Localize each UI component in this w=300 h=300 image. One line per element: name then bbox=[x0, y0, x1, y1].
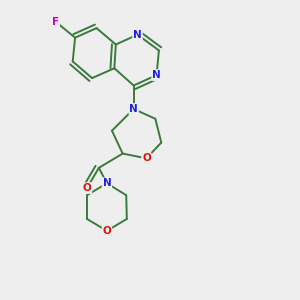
Text: N: N bbox=[152, 70, 161, 80]
Text: O: O bbox=[82, 183, 91, 193]
Text: N: N bbox=[129, 104, 138, 114]
Text: N: N bbox=[133, 30, 142, 40]
Text: O: O bbox=[103, 226, 111, 236]
Text: N: N bbox=[103, 178, 111, 188]
Text: F: F bbox=[52, 16, 59, 27]
Text: O: O bbox=[142, 153, 151, 163]
